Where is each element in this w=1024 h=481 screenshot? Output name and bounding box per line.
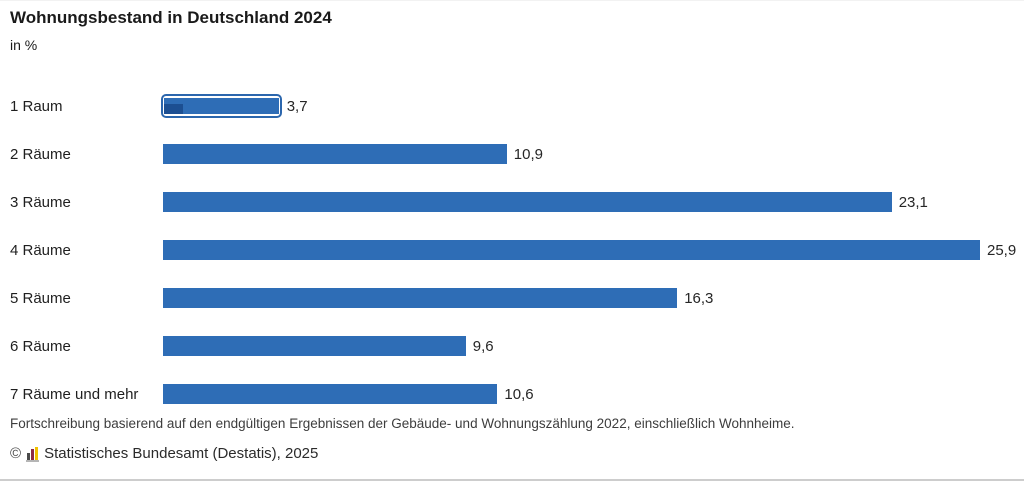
value-label: 10,9 — [513, 145, 543, 163]
bar-6[interactable] — [163, 336, 466, 356]
bar-5[interactable] — [163, 288, 678, 308]
focus-ring — [161, 94, 282, 118]
bar-wrap — [163, 336, 466, 356]
bar-area: 23,1 — [163, 192, 1024, 212]
bar-wrap — [163, 384, 498, 404]
bar-wrap — [163, 240, 980, 260]
chart-subtitle: in % — [10, 37, 38, 53]
value-label: 10,6 — [504, 385, 534, 403]
bar-area: 3,7 — [161, 94, 1024, 118]
value-label: 23,1 — [898, 193, 928, 211]
chart-title: Wohnungsbestand in Deutschland 2024 — [10, 8, 332, 27]
copyright-text: Statistisches Bundesamt (Destatis), 2025 — [44, 445, 319, 462]
bar-area: 9,6 — [163, 336, 1024, 356]
category-label: 2 Räume — [10, 145, 71, 163]
value-label: 16,3 — [684, 289, 714, 307]
category-label: 6 Räume — [10, 337, 71, 355]
chart-row: 2 Räume 10,9 — [0, 130, 1024, 178]
bar-area: 10,9 — [163, 144, 1024, 164]
bar-7[interactable] — [163, 384, 498, 404]
bar-1[interactable] — [164, 98, 279, 114]
copyright-symbol: © — [10, 445, 22, 462]
bar-2[interactable] — [163, 144, 507, 164]
category-label: 1 Raum — [10, 97, 63, 115]
bar-area: 25,9 — [163, 240, 1024, 260]
bar-wrap — [163, 192, 892, 212]
category-label: 7 Räume und mehr — [10, 385, 139, 403]
bar-3[interactable] — [163, 192, 892, 212]
chart-row: 5 Räume 16,3 — [0, 274, 1024, 322]
bar-chart-plot-area: 1 Raum 3,7 2 Räume 10,9 3 Räume 23,1 4 Räume 25… — [0, 82, 1024, 418]
bar-wrap — [163, 288, 678, 308]
category-label: 5 Räume — [10, 289, 71, 307]
value-label: 9,6 — [472, 337, 494, 355]
bar-wrap — [161, 94, 282, 118]
chart-row: 3 Räume 23,1 — [0, 178, 1024, 226]
category-label: 4 Räume — [10, 241, 71, 259]
bar-area: 16,3 — [163, 288, 1024, 308]
chart-row: 6 Räume 9,6 — [0, 322, 1024, 370]
value-label: 25,9 — [987, 241, 1017, 259]
bar-wrap — [163, 144, 507, 164]
chart-row: 7 Räume und mehr 10,6 — [0, 370, 1024, 418]
category-label: 3 Räume — [10, 193, 71, 211]
selected-bar-highlight — [164, 104, 183, 114]
chart-row: 4 Räume 25,9 — [0, 226, 1024, 274]
value-label: 3,7 — [286, 97, 308, 115]
bar-area: 10,6 — [163, 384, 1024, 404]
copyright-line: © Statistisches Bundesamt (Destatis), 20… — [10, 445, 318, 462]
chart-row: 1 Raum 3,7 — [0, 82, 1024, 130]
bar-4[interactable] — [163, 240, 980, 260]
destatis-bar-chart-icon — [26, 445, 40, 462]
footnote: Fortschreibung basierend auf den endgült… — [10, 416, 795, 431]
